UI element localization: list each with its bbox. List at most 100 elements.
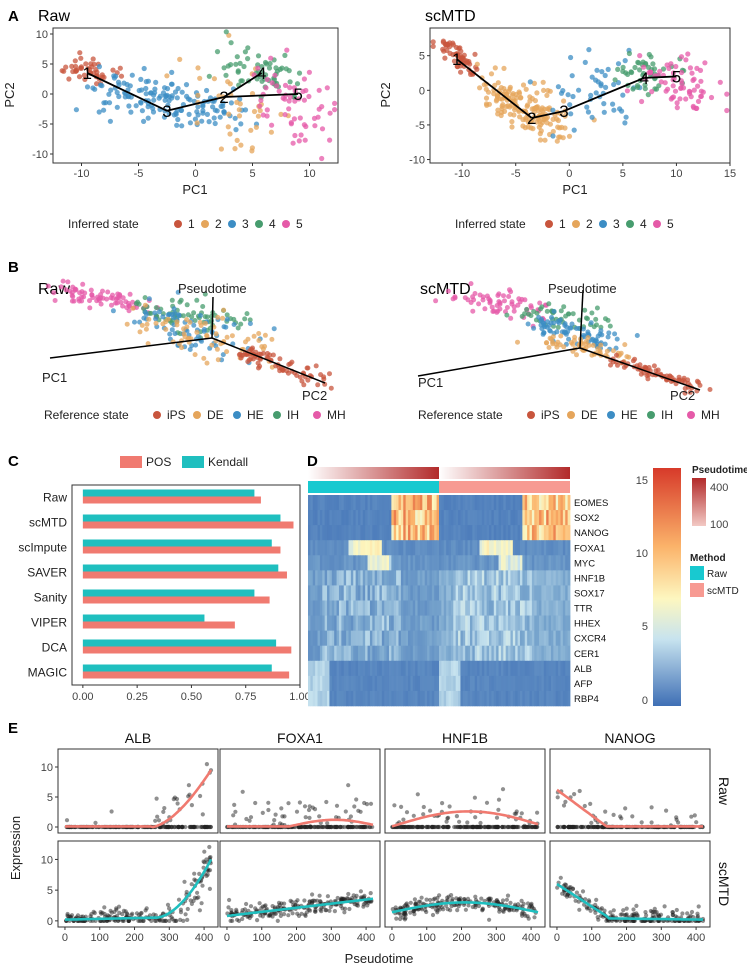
heatmap-cell bbox=[355, 510, 359, 526]
scatter-point bbox=[618, 814, 623, 819]
heatmap-cell bbox=[388, 690, 392, 707]
heatmap-cell bbox=[541, 660, 545, 677]
scatter-point bbox=[247, 818, 252, 823]
scatter-point bbox=[233, 127, 239, 133]
heatmap-cell bbox=[496, 675, 499, 692]
heatmap-cell bbox=[312, 525, 316, 541]
heatmap-cell bbox=[448, 600, 452, 616]
heatmap-cell bbox=[565, 660, 569, 677]
heatmap-cell bbox=[308, 660, 311, 677]
heatmap-cell bbox=[553, 525, 557, 541]
heatmap-cell bbox=[529, 630, 533, 647]
heatmap-cell bbox=[491, 645, 495, 662]
heatmap-cell bbox=[336, 690, 340, 707]
heatmap-cell bbox=[546, 510, 549, 526]
scatter-point bbox=[209, 318, 214, 324]
scatter-point bbox=[501, 86, 507, 92]
heatmap-cell bbox=[543, 555, 547, 571]
heatmap-cell bbox=[317, 510, 321, 526]
heatmap-cell bbox=[527, 525, 530, 541]
scatter-point bbox=[617, 106, 623, 112]
scatter-point bbox=[444, 903, 449, 908]
heatmap-cell bbox=[377, 630, 380, 647]
scatter-point bbox=[197, 871, 202, 877]
scatter-point bbox=[690, 77, 696, 83]
scatter-point bbox=[231, 813, 236, 818]
trajectory-node-label: 4 bbox=[640, 69, 649, 88]
heatmap-cell bbox=[436, 570, 440, 586]
legend-label: MH bbox=[327, 408, 346, 422]
scatter-point bbox=[506, 294, 512, 299]
heatmap-cell bbox=[489, 525, 492, 541]
heatmap-cell bbox=[541, 495, 545, 511]
scatter-point bbox=[555, 795, 560, 800]
scatter-point bbox=[183, 912, 188, 917]
panel-b-raw-3d-plot: Pseudotime PC1 PC2 bbox=[42, 278, 334, 403]
legend-dot bbox=[255, 220, 263, 228]
heatmap-cell bbox=[519, 570, 523, 586]
heatmap-cell bbox=[517, 690, 521, 707]
heatmap-cell bbox=[308, 585, 311, 601]
heatmap-cell bbox=[453, 525, 457, 541]
scatter-point bbox=[398, 916, 403, 922]
scatter-point bbox=[546, 345, 552, 350]
scatter-point bbox=[724, 107, 730, 114]
trajectory-node-label: 1 bbox=[82, 64, 91, 83]
heatmap-cell bbox=[522, 495, 526, 511]
heatmap-cell bbox=[384, 540, 387, 556]
trajectory-node-label: 1 bbox=[452, 50, 461, 69]
scatter-point bbox=[648, 54, 654, 60]
heatmap-cell bbox=[429, 540, 433, 556]
heatmap-cell bbox=[322, 510, 326, 526]
x-tick-label: 0.25 bbox=[126, 691, 147, 703]
heatmap-cell bbox=[374, 510, 378, 526]
scatter-point bbox=[284, 47, 290, 53]
scatter-point bbox=[421, 804, 426, 810]
scatter-point bbox=[279, 65, 285, 71]
scatter-point bbox=[685, 911, 690, 916]
heatmap-cell bbox=[536, 510, 540, 526]
heatmap-cell bbox=[417, 660, 421, 677]
heatmap-cell bbox=[462, 645, 466, 662]
heatmap-cell bbox=[531, 540, 535, 556]
heatmap-cell bbox=[515, 495, 518, 511]
scatter-point bbox=[643, 910, 648, 915]
scatter-point bbox=[538, 306, 544, 312]
heatmap-cell bbox=[367, 690, 371, 707]
heatmap-cell bbox=[519, 630, 523, 647]
heatmap-cell bbox=[441, 585, 445, 601]
scatter-point bbox=[215, 314, 221, 320]
scatter-point bbox=[430, 912, 436, 918]
heatmap-cell bbox=[358, 660, 361, 677]
heatmap-cell bbox=[453, 510, 457, 526]
trajectory-edge bbox=[86, 72, 168, 112]
heatmap-cell bbox=[491, 555, 495, 571]
heatmap-cell bbox=[453, 660, 457, 677]
scatter-point bbox=[143, 326, 149, 332]
heatmap-cell bbox=[405, 690, 409, 707]
bar-kendall-scimpute bbox=[82, 539, 272, 547]
scatter-point bbox=[206, 73, 212, 79]
heatmap-cell bbox=[419, 690, 423, 707]
heatmap-cell bbox=[527, 690, 530, 707]
heatmap-cell bbox=[439, 585, 442, 601]
heatmap-cell bbox=[315, 675, 318, 692]
scatter-point bbox=[200, 103, 206, 109]
scatter-point bbox=[96, 109, 102, 115]
heatmap-cell bbox=[369, 690, 373, 707]
scatter-point bbox=[702, 60, 708, 66]
heatmap-cell bbox=[474, 540, 478, 556]
scatter-point bbox=[90, 56, 96, 62]
heatmap-cell bbox=[367, 660, 371, 677]
scatter-point bbox=[58, 284, 64, 290]
scatter-point bbox=[255, 53, 262, 59]
heatmap-cell bbox=[527, 675, 530, 692]
heatmap-cell bbox=[448, 525, 452, 541]
heatmap-cell bbox=[446, 585, 449, 601]
heatmap-cell bbox=[519, 675, 523, 692]
heatmap-cell bbox=[546, 615, 549, 631]
heatmap-cell bbox=[393, 645, 397, 662]
scatter-point bbox=[78, 55, 84, 61]
scatter-point bbox=[667, 373, 673, 379]
scatter-point bbox=[256, 331, 262, 336]
